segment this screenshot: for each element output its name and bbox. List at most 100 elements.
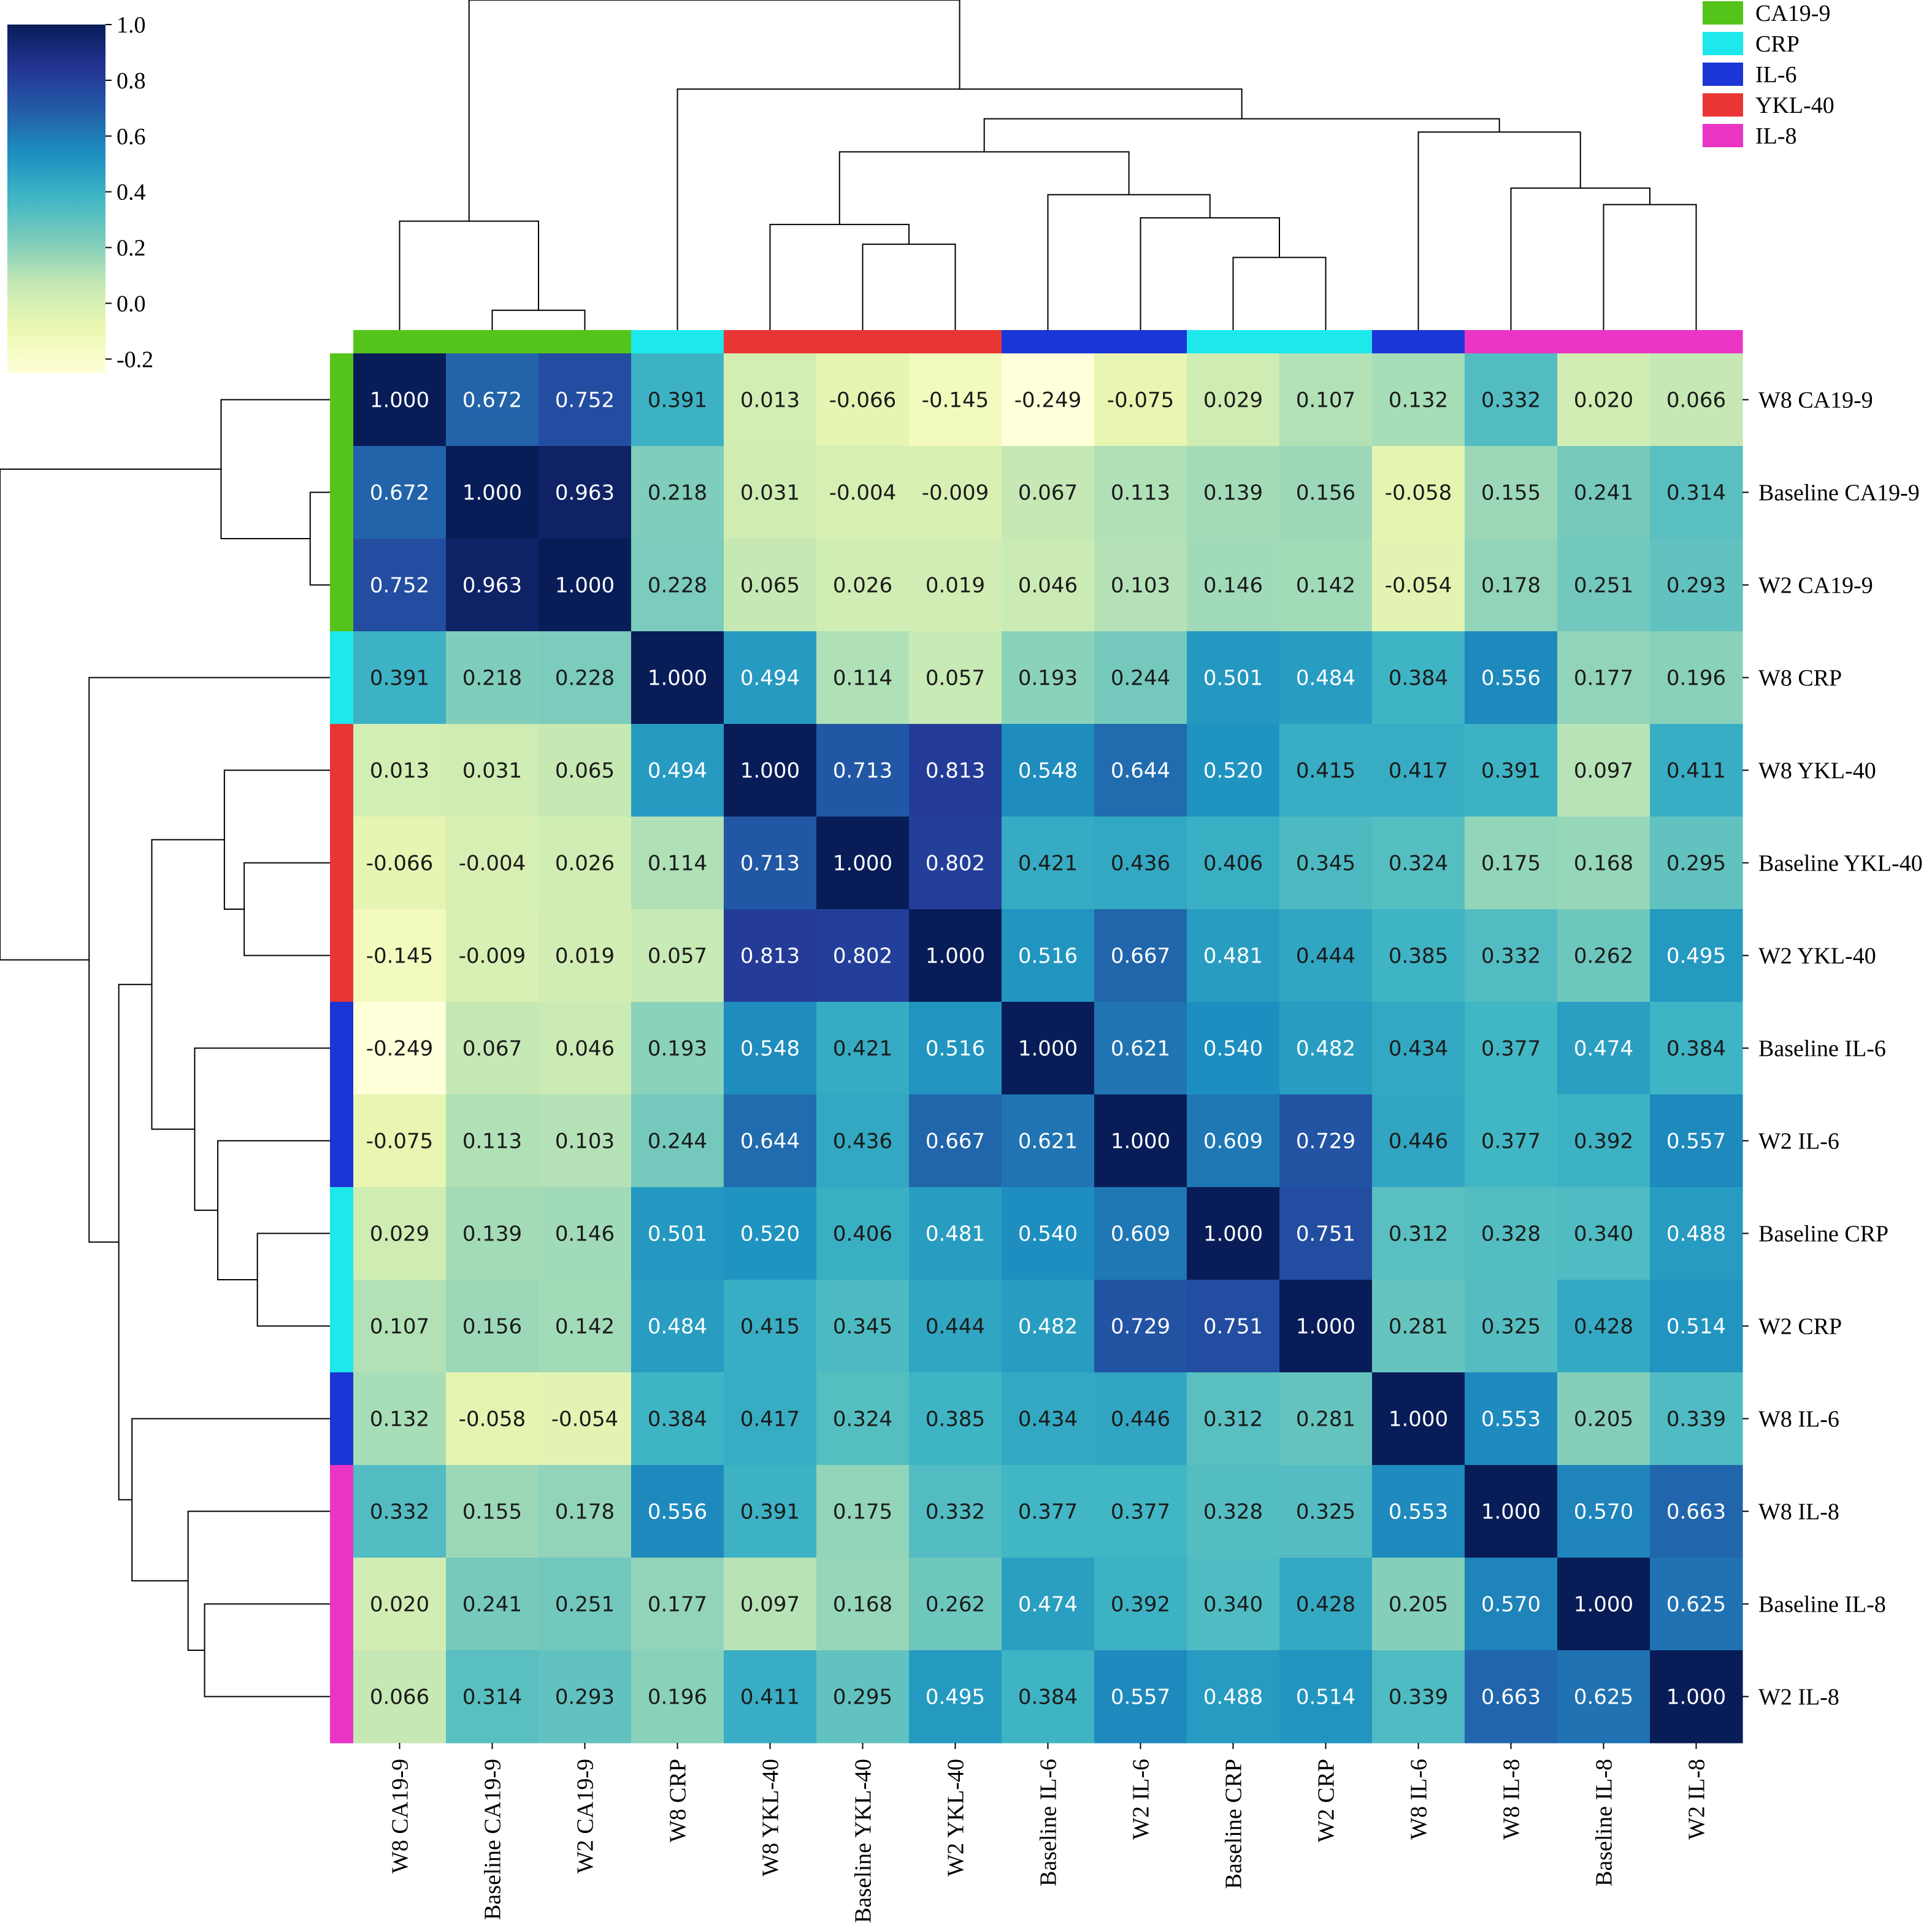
legend-swatch [1703, 63, 1743, 86]
heatmap-cell [816, 724, 910, 817]
row-group-color [330, 446, 353, 539]
heatmap-cell [1372, 631, 1465, 725]
legend-swatch [1703, 32, 1743, 55]
heatmap-cell [1002, 1002, 1095, 1095]
column-dendrogram-link [1140, 217, 1280, 330]
heatmap-cell [539, 1650, 632, 1744]
cell-value-label: -0.058 [459, 1407, 526, 1432]
heatmap-cell [816, 1650, 910, 1744]
column-dendrogram-link [1417, 131, 1581, 330]
cell-value-label: 0.540 [1018, 1222, 1078, 1247]
heatmap-cell [1372, 1094, 1465, 1188]
column-label: Baseline IL-6 [1036, 1759, 1062, 1886]
column-label: W8 CRP [665, 1759, 691, 1842]
row-dendrogram-link [204, 1603, 330, 1697]
cell-value-label: 0.251 [1574, 574, 1633, 598]
heatmap-cell [1187, 1465, 1280, 1558]
cell-value-label: 0.065 [740, 574, 800, 598]
cell-value-label: -0.009 [459, 944, 526, 969]
cell-value-label: 0.672 [370, 481, 429, 506]
heatmap-cell [539, 1280, 632, 1373]
heatmap-cell [631, 1372, 724, 1466]
heatmap-cell [631, 446, 724, 539]
heatmap-cell [1465, 1002, 1558, 1095]
cell-value-label: 0.421 [1018, 852, 1078, 876]
heatmap-cell [446, 909, 539, 1002]
heatmap-cell [1279, 539, 1373, 632]
cell-value-label: 1.000 [1666, 1685, 1726, 1710]
cell-value-label: 0.114 [648, 852, 707, 876]
row-group-color [330, 631, 353, 725]
cell-value-label: 0.667 [926, 1129, 985, 1154]
cell-value-label: 0.241 [1574, 481, 1633, 506]
cell-value-label: -0.249 [366, 1037, 434, 1061]
row-dendrogram-link [118, 983, 152, 1501]
cell-value-label: 0.293 [555, 1685, 615, 1710]
heatmap-cell [724, 817, 817, 910]
heatmap-cell [816, 1558, 910, 1651]
row-label: W2 IL-8 [1758, 1685, 1839, 1710]
heatmap-cell [631, 631, 724, 725]
heatmap-cell [1372, 539, 1465, 632]
cell-value-label: 0.384 [1666, 1037, 1726, 1061]
colorbar: 1.0 0.8 0.6 0.4 0.2 0.0 -0.2 [7, 12, 153, 373]
colorbar-tick-label: 0.8 [117, 68, 146, 94]
cell-value-label: 0.391 [740, 1500, 800, 1524]
cell-value-label: 0.262 [1574, 944, 1633, 969]
cell-value-label: 0.377 [1018, 1500, 1078, 1524]
cell-value-label: 0.444 [926, 1315, 985, 1339]
heatmap-cell [1279, 817, 1373, 910]
cell-value-label: 0.132 [370, 1407, 429, 1432]
heatmap-cell [446, 1094, 539, 1188]
cell-value-label: -0.075 [366, 1129, 434, 1154]
cell-value-label: 0.484 [1296, 666, 1355, 691]
cell-value-label: 0.446 [1389, 1129, 1448, 1154]
row-group-color [330, 539, 353, 632]
heatmap-cell [1094, 1558, 1187, 1651]
heatmap-cell [1465, 1650, 1558, 1744]
cell-value-label: 0.175 [1481, 852, 1541, 876]
column-group-color [1650, 330, 1743, 353]
row-label: W8 YKL-40 [1758, 758, 1876, 784]
cell-value-label: 0.621 [1018, 1129, 1078, 1154]
cell-value-label: 0.417 [740, 1407, 800, 1432]
cell-value-label: 0.046 [1018, 574, 1078, 598]
heatmap-cell [909, 1650, 1002, 1744]
cell-value-label: 0.345 [1296, 852, 1355, 876]
row-dendrogram-link [88, 677, 330, 1243]
row-group-color [330, 1280, 353, 1373]
row-dendrogram-link [309, 491, 330, 586]
heatmap-cell [909, 1002, 1002, 1095]
cell-value-label: 0.802 [926, 852, 985, 876]
heatmap-cell [1465, 539, 1558, 632]
cell-value-label: 0.332 [926, 1500, 985, 1524]
row-group-color-strip [330, 353, 353, 1744]
cell-value-label: 0.501 [1203, 666, 1263, 691]
heatmap-cell [909, 724, 1002, 817]
heatmap-cell [1465, 724, 1558, 817]
heatmap-cell [539, 909, 632, 1002]
heatmap-cell [1557, 1558, 1650, 1651]
heatmap-cell [724, 446, 817, 539]
cell-value-label: 0.495 [926, 1685, 985, 1710]
row-group-color [330, 1187, 353, 1280]
heatmap-cell [816, 353, 910, 447]
column-dendrogram-link [1603, 204, 1697, 330]
heatmap-cell [1465, 1558, 1558, 1651]
cell-value-label: 1.000 [1574, 1593, 1633, 1617]
heatmap-cell [1002, 631, 1095, 725]
column-dendrogram-link [862, 244, 956, 330]
heatmap-cell [1372, 724, 1465, 817]
heatmap-cell [1187, 1650, 1280, 1744]
column-label: Baseline CRP [1221, 1759, 1247, 1889]
row-group-color [330, 1465, 353, 1558]
column-group-color [539, 330, 632, 353]
row-group-color [330, 1372, 353, 1466]
heatmap-cell [631, 353, 724, 447]
cell-value-label: 0.385 [1389, 944, 1448, 969]
heatmap-cell [1094, 817, 1187, 910]
heatmap-cell [724, 1465, 817, 1558]
cell-value-label: 0.262 [926, 1593, 985, 1617]
heatmap-cell [1650, 1558, 1743, 1651]
cell-value-label: 0.332 [1481, 944, 1541, 969]
